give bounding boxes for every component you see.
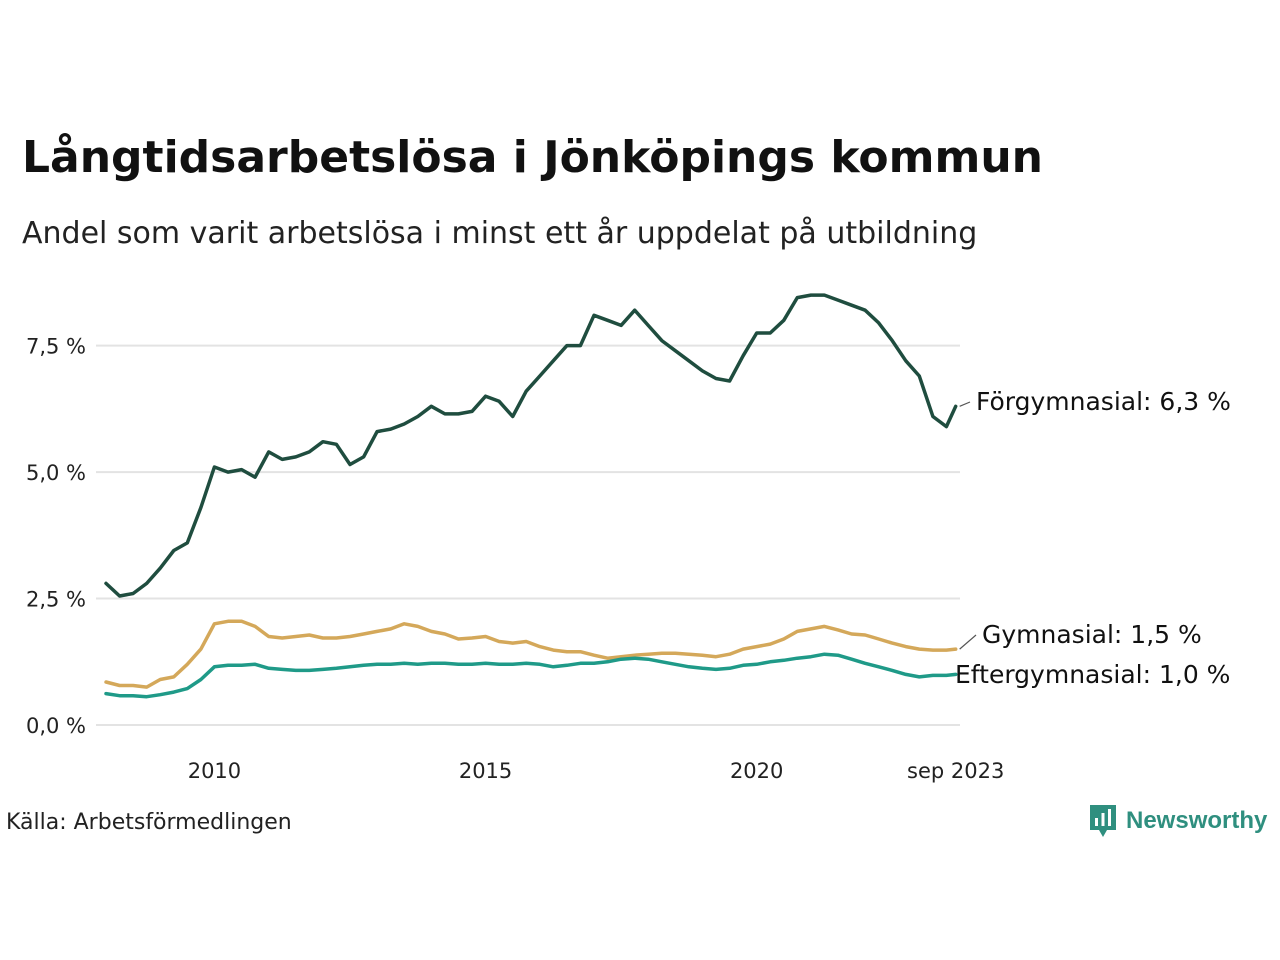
series-lines: [104, 293, 958, 699]
y-tick-label: 7,5 %: [26, 335, 86, 359]
series-line-gymnasial: [104, 619, 958, 689]
y-axis-ticks: 0,0 % 2,5 % 5,0 % 7,5 %: [26, 335, 86, 738]
brand-logo: Newsworthy: [1088, 803, 1267, 839]
label-leader-line: [959, 634, 977, 650]
chart-subtitle: Andel som varit arbetslösa i minst ett å…: [22, 216, 978, 251]
x-tick-label: 2010: [188, 759, 241, 783]
y-tick-label: 5,0 %: [26, 461, 86, 485]
series-end-label: Gymnasial: 1,5 %: [982, 620, 1202, 649]
series-line-förgymnasial: [104, 293, 958, 598]
brand-name: Newsworthy: [1126, 807, 1268, 834]
x-tick-label: 2020: [730, 759, 783, 783]
x-axis-ticks: 2010 2015 2020 sep 2023: [188, 759, 1005, 783]
x-tick-label: sep 2023: [907, 759, 1004, 783]
x-tick-label: 2015: [459, 759, 512, 783]
series-end-label: Förgymnasial: 6,3 %: [976, 387, 1231, 416]
source-note: Källa: Arbetsförmedlingen: [6, 810, 292, 835]
chart-title: Långtidsarbetslösa i Jönköpings kommun: [22, 132, 1044, 183]
series-line-eftergymnasial: [104, 652, 958, 699]
gridlines: [96, 344, 960, 726]
y-tick-label: 0,0 %: [26, 714, 86, 738]
series-end-labels: Förgymnasial: 6,3 % Gymnasial: 1,5 % Efter…: [955, 387, 1231, 689]
newsworthy-chart-icon: [1090, 805, 1116, 837]
y-tick-label: 2,5 %: [26, 588, 86, 612]
label-leader-line: [959, 401, 971, 407]
series-end-label: Eftergymnasial: 1,0 %: [955, 660, 1230, 689]
